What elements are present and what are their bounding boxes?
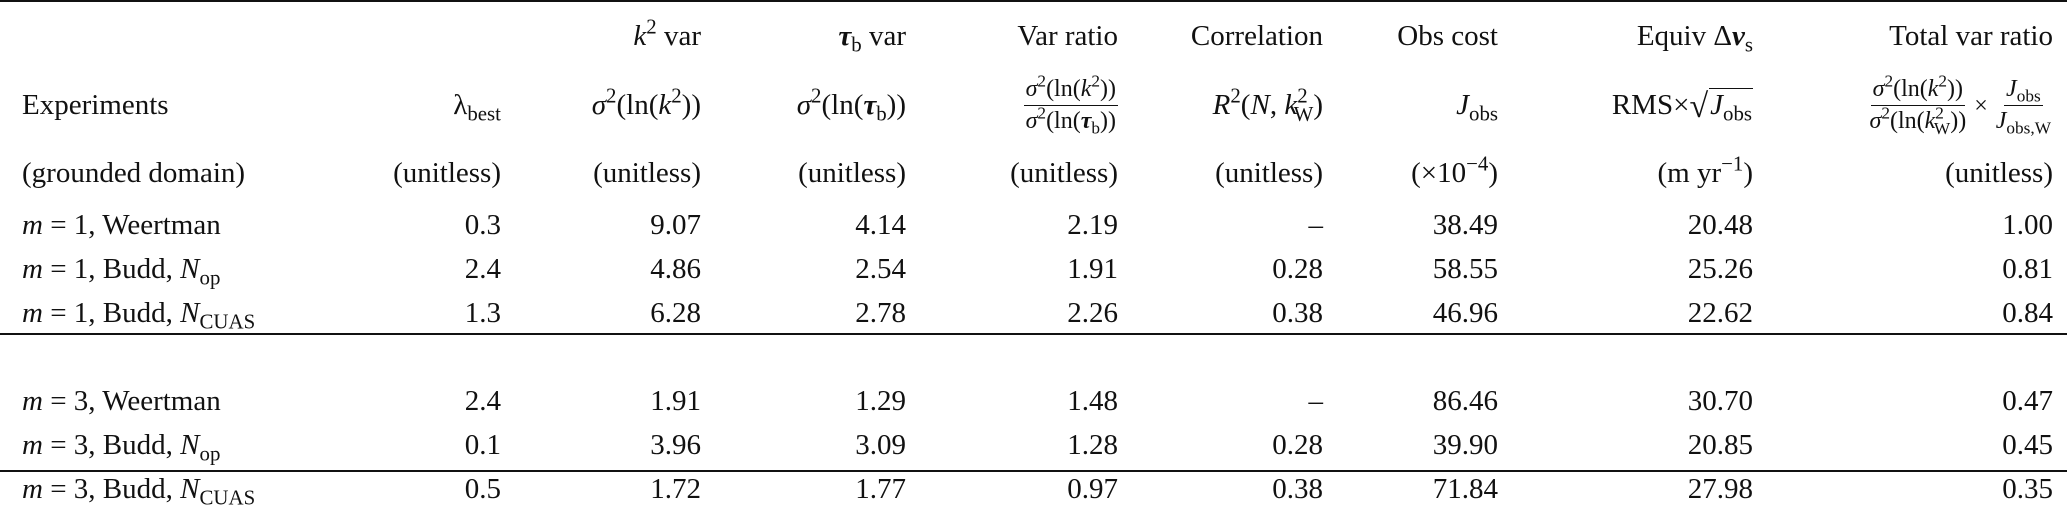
k2-var-cell: 9.07 bbox=[650, 208, 701, 241]
total-var-ratio-cell: 0.81 bbox=[2002, 252, 2053, 285]
equiv-cell: 20.85 bbox=[1687, 428, 1753, 461]
experiment-cell: m = 3, Budd, NCUAS bbox=[22, 472, 256, 510]
col-tau-var-title: τb var bbox=[838, 19, 906, 57]
group-gap bbox=[0, 335, 2067, 379]
k2-var-cell: 3.96 bbox=[650, 428, 701, 461]
table-row: m = 3, Weertman 2.4 1.91 1.29 1.48 – 86.… bbox=[0, 379, 2067, 423]
var-ratio-fraction: σ2(ln(k2)) σ2(ln(τb)) bbox=[1023, 71, 1118, 138]
col-total-var-ratio-units: (unitless) bbox=[1945, 156, 2053, 189]
obs-cost-cell: 71.84 bbox=[1432, 472, 1498, 505]
table-row: m = 1, Budd, NCUAS 1.3 6.28 2.78 2.26 0.… bbox=[0, 291, 2067, 335]
var-ratio-cell: 1.28 bbox=[1067, 428, 1118, 461]
total-var-ratio-cell: 0.45 bbox=[2002, 428, 2053, 461]
tau-var-cell: 4.14 bbox=[855, 208, 906, 241]
experiment-cell: m = 3, Weertman bbox=[22, 384, 221, 417]
correlation-cell: 0.28 bbox=[1272, 428, 1323, 461]
header-row-3-units: (grounded domain) (unitless) (unitless) … bbox=[0, 143, 2067, 203]
k2-var-cell: 4.86 bbox=[650, 252, 701, 285]
col-correlation-formula: R2(N, k2W) bbox=[1212, 83, 1323, 126]
col-experiments-units: (grounded domain) bbox=[22, 156, 246, 189]
lambda-cell: 0.5 bbox=[464, 472, 501, 505]
col-total-var-ratio-formula: σ2(ln(k2)) σ2(ln(k2W)) × Jobs Jobs,W bbox=[1869, 71, 2051, 138]
equiv-cell: 25.26 bbox=[1687, 252, 1753, 285]
total-ratio-fraction-1: σ2(ln(k2)) σ2(ln(k2W)) bbox=[1869, 71, 1967, 138]
col-k2-var-units: (unitless) bbox=[593, 156, 701, 189]
col-lambda-symbol: λbest bbox=[453, 89, 501, 126]
bottom-rule bbox=[0, 470, 2067, 472]
correlation-cell: 0.38 bbox=[1272, 296, 1323, 329]
equiv-cell: 27.98 bbox=[1687, 472, 1753, 505]
table-row: m = 1, Weertman 0.3 9.07 4.14 2.19 – 38.… bbox=[0, 203, 2067, 247]
lambda-cell: 0.1 bbox=[464, 428, 501, 461]
col-var-ratio-title: Var ratio bbox=[1017, 19, 1118, 52]
total-var-ratio-cell: 1.00 bbox=[2002, 208, 2053, 241]
header-empty bbox=[355, 0, 515, 68]
obs-cost-cell: 58.55 bbox=[1432, 252, 1498, 285]
col-equiv-title: Equiv Δvs bbox=[1636, 19, 1753, 57]
col-equiv-units: (m yr−1) bbox=[1657, 151, 1753, 189]
header-row-1: k2 var τb var Var ratio Correlation Obs … bbox=[0, 0, 2067, 68]
col-var-ratio-units: (unitless) bbox=[1010, 156, 1118, 189]
correlation-cell: – bbox=[1308, 384, 1324, 417]
equiv-cell: 30.70 bbox=[1687, 384, 1753, 417]
k2-var-cell: 1.91 bbox=[650, 384, 701, 417]
lambda-cell: 1.3 bbox=[464, 296, 501, 329]
group-divider-rule bbox=[0, 333, 2067, 335]
col-tau-var-formula: σ2(ln(τb)) bbox=[796, 83, 906, 126]
var-ratio-cell: 2.19 bbox=[1067, 208, 1118, 241]
top-rule bbox=[0, 0, 2067, 2]
col-correlation-title: Correlation bbox=[1190, 19, 1323, 52]
var-ratio-cell: 1.91 bbox=[1067, 252, 1118, 285]
tau-var-cell: 1.77 bbox=[855, 472, 906, 505]
k2-var-cell: 6.28 bbox=[650, 296, 701, 329]
tau-var-cell: 3.09 bbox=[855, 428, 906, 461]
experiment-cell: m = 1, Budd, NCUAS bbox=[22, 296, 256, 334]
col-correlation-units: (unitless) bbox=[1215, 156, 1323, 189]
obs-cost-cell: 38.49 bbox=[1432, 208, 1498, 241]
experiment-cell: m = 1, Budd, Nop bbox=[22, 252, 221, 290]
k2-var-cell: 1.72 bbox=[650, 472, 701, 505]
tau-var-cell: 2.54 bbox=[855, 252, 906, 285]
col-var-ratio-formula: σ2(ln(k2)) σ2(ln(τb)) bbox=[920, 68, 1132, 143]
col-obs-cost-title: Obs cost bbox=[1397, 19, 1498, 52]
col-total-var-ratio-title: Total var ratio bbox=[1889, 19, 2053, 52]
obs-cost-cell: 86.46 bbox=[1432, 384, 1498, 417]
col-obs-cost-units: (×10−4) bbox=[1411, 151, 1498, 189]
col-equiv-formula: RMS×√Jobs bbox=[1611, 87, 1753, 126]
obs-cost-cell: 46.96 bbox=[1432, 296, 1498, 329]
var-ratio-cell: 2.26 bbox=[1067, 296, 1118, 329]
header-row-2: Experiments λbest σ2(ln(k2)) σ2(ln(τb)) … bbox=[0, 68, 2067, 143]
experiment-cell: m = 3, Budd, Nop bbox=[22, 428, 221, 466]
total-var-ratio-cell: 0.47 bbox=[2002, 384, 2053, 417]
col-experiments-title: Experiments bbox=[22, 89, 169, 121]
tau-var-cell: 1.29 bbox=[855, 384, 906, 417]
table-row: m = 3, Budd, NCUAS 0.5 1.72 1.77 0.97 0.… bbox=[0, 467, 2067, 511]
var-ratio-cell: 0.97 bbox=[1067, 472, 1118, 505]
correlation-cell: 0.38 bbox=[1272, 472, 1323, 505]
experiment-cell: m = 1, Weertman bbox=[22, 208, 221, 241]
col-tau-var-units: (unitless) bbox=[798, 156, 906, 189]
header-empty bbox=[0, 0, 355, 68]
col-k2-var-formula: σ2(ln(k2)) bbox=[591, 83, 701, 121]
correlation-cell: 0.28 bbox=[1272, 252, 1323, 285]
table-row: m = 3, Budd, Nop 0.1 3.96 3.09 1.28 0.28… bbox=[0, 423, 2067, 467]
equiv-cell: 22.62 bbox=[1687, 296, 1753, 329]
table-row: m = 1, Budd, Nop 2.4 4.86 2.54 1.91 0.28… bbox=[0, 247, 2067, 291]
equiv-cell: 20.48 bbox=[1687, 208, 1753, 241]
tau-var-cell: 2.78 bbox=[855, 296, 906, 329]
total-ratio-fraction-2: Jobs Jobs,W bbox=[1995, 76, 2051, 138]
obs-cost-cell: 39.90 bbox=[1432, 428, 1498, 461]
total-var-ratio-cell: 0.84 bbox=[2002, 296, 2053, 329]
total-var-ratio-cell: 0.35 bbox=[2002, 472, 2053, 505]
col-obs-cost-symbol: Jobs bbox=[1456, 89, 1498, 126]
correlation-cell: – bbox=[1308, 208, 1324, 241]
col-k2-var-title: k2 var bbox=[633, 14, 701, 52]
lambda-cell: 2.4 bbox=[464, 384, 501, 417]
var-ratio-cell: 1.48 bbox=[1067, 384, 1118, 417]
lambda-cell: 2.4 bbox=[464, 252, 501, 285]
lambda-cell: 0.3 bbox=[464, 208, 501, 241]
col-lambda-units: (unitless) bbox=[393, 156, 501, 189]
